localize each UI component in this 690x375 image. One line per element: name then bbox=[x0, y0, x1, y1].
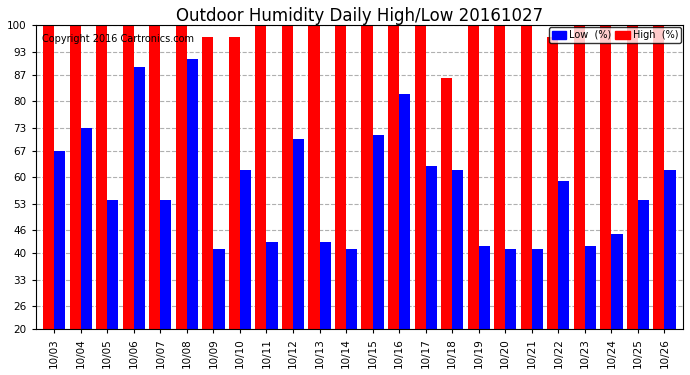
Bar bbox=[240, 170, 251, 375]
Bar bbox=[558, 181, 569, 375]
Bar bbox=[521, 25, 532, 375]
Bar bbox=[468, 25, 479, 375]
Bar bbox=[293, 139, 304, 375]
Bar bbox=[282, 25, 293, 375]
Bar bbox=[213, 249, 224, 375]
Text: Copyright 2016 Cartronics.com: Copyright 2016 Cartronics.com bbox=[42, 34, 194, 44]
Bar bbox=[176, 25, 187, 375]
Bar bbox=[43, 25, 55, 375]
Bar bbox=[266, 242, 277, 375]
Bar bbox=[494, 25, 505, 375]
Bar bbox=[479, 246, 490, 375]
Bar bbox=[452, 170, 464, 375]
Bar bbox=[70, 25, 81, 375]
Bar bbox=[573, 25, 585, 375]
Bar bbox=[373, 135, 384, 375]
Bar bbox=[441, 78, 452, 375]
Bar bbox=[505, 249, 516, 375]
Bar bbox=[335, 25, 346, 375]
Bar bbox=[96, 25, 107, 375]
Bar bbox=[611, 234, 622, 375]
Bar bbox=[55, 150, 66, 375]
Bar bbox=[388, 25, 399, 375]
Bar bbox=[532, 249, 543, 375]
Legend: Low  (%), High  (%): Low (%), High (%) bbox=[549, 27, 681, 43]
Bar bbox=[255, 25, 266, 375]
Bar bbox=[585, 246, 596, 375]
Bar bbox=[123, 25, 134, 375]
Bar bbox=[319, 242, 331, 375]
Bar bbox=[600, 25, 611, 375]
Bar bbox=[426, 166, 437, 375]
Bar bbox=[202, 36, 213, 375]
Bar bbox=[664, 170, 676, 375]
Bar bbox=[346, 249, 357, 375]
Bar bbox=[627, 25, 638, 375]
Bar bbox=[134, 67, 145, 375]
Bar bbox=[653, 25, 664, 375]
Bar bbox=[81, 128, 92, 375]
Bar bbox=[160, 200, 171, 375]
Bar bbox=[638, 200, 649, 375]
Bar bbox=[399, 93, 411, 375]
Bar bbox=[362, 25, 373, 375]
Bar bbox=[547, 36, 558, 375]
Bar bbox=[149, 25, 160, 375]
Bar bbox=[229, 36, 240, 375]
Bar bbox=[187, 59, 198, 375]
Title: Outdoor Humidity Daily High/Low 20161027: Outdoor Humidity Daily High/Low 20161027 bbox=[176, 7, 543, 25]
Bar bbox=[308, 25, 319, 375]
Bar bbox=[107, 200, 119, 375]
Bar bbox=[415, 25, 426, 375]
